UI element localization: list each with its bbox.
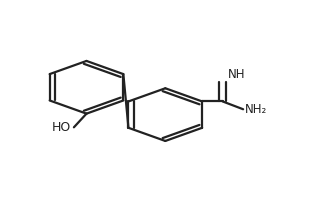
Text: HO: HO — [52, 121, 71, 134]
Text: NH₂: NH₂ — [245, 103, 267, 116]
Text: NH: NH — [227, 68, 245, 81]
